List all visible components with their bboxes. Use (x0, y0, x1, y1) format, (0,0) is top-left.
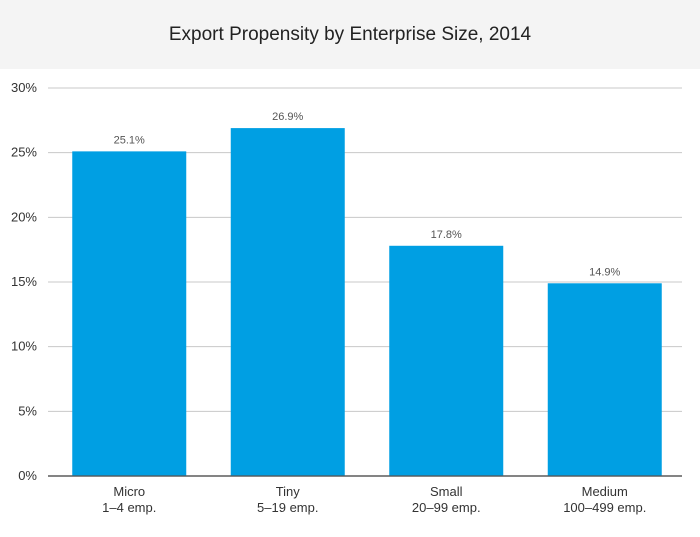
y-tick-label: 25% (11, 145, 37, 160)
bar (547, 283, 662, 476)
y-tick-label: 30% (11, 80, 37, 95)
data-label: 25.1% (114, 134, 145, 146)
chart-title-band: Export Propensity by Enterprise Size, 20… (0, 0, 700, 69)
x-tick-label: Medium (582, 484, 628, 499)
y-tick-label: 15% (11, 274, 37, 289)
x-tick-label: Micro (113, 484, 145, 499)
data-label: 17.8% (431, 229, 462, 241)
x-tick-label: Tiny (276, 484, 301, 499)
bar (72, 151, 187, 476)
data-label: 14.9% (589, 266, 620, 278)
y-tick-label: 20% (11, 209, 37, 224)
x-tick-label: Small (430, 484, 463, 499)
bar (389, 245, 504, 476)
x-tick-label: 1–4 emp. (102, 500, 156, 515)
x-tick-label: 20–99 emp. (412, 500, 481, 515)
y-tick-label: 10% (11, 339, 37, 354)
bar (230, 128, 345, 477)
y-tick-label: 0% (18, 468, 37, 483)
chart-title: Export Propensity by Enterprise Size, 20… (168, 23, 532, 45)
y-tick-label: 5% (18, 403, 37, 418)
x-tick-label: 100–499 emp. (563, 500, 646, 515)
data-label: 26.9% (272, 111, 303, 123)
x-tick-label: 5–19 emp. (257, 500, 318, 515)
